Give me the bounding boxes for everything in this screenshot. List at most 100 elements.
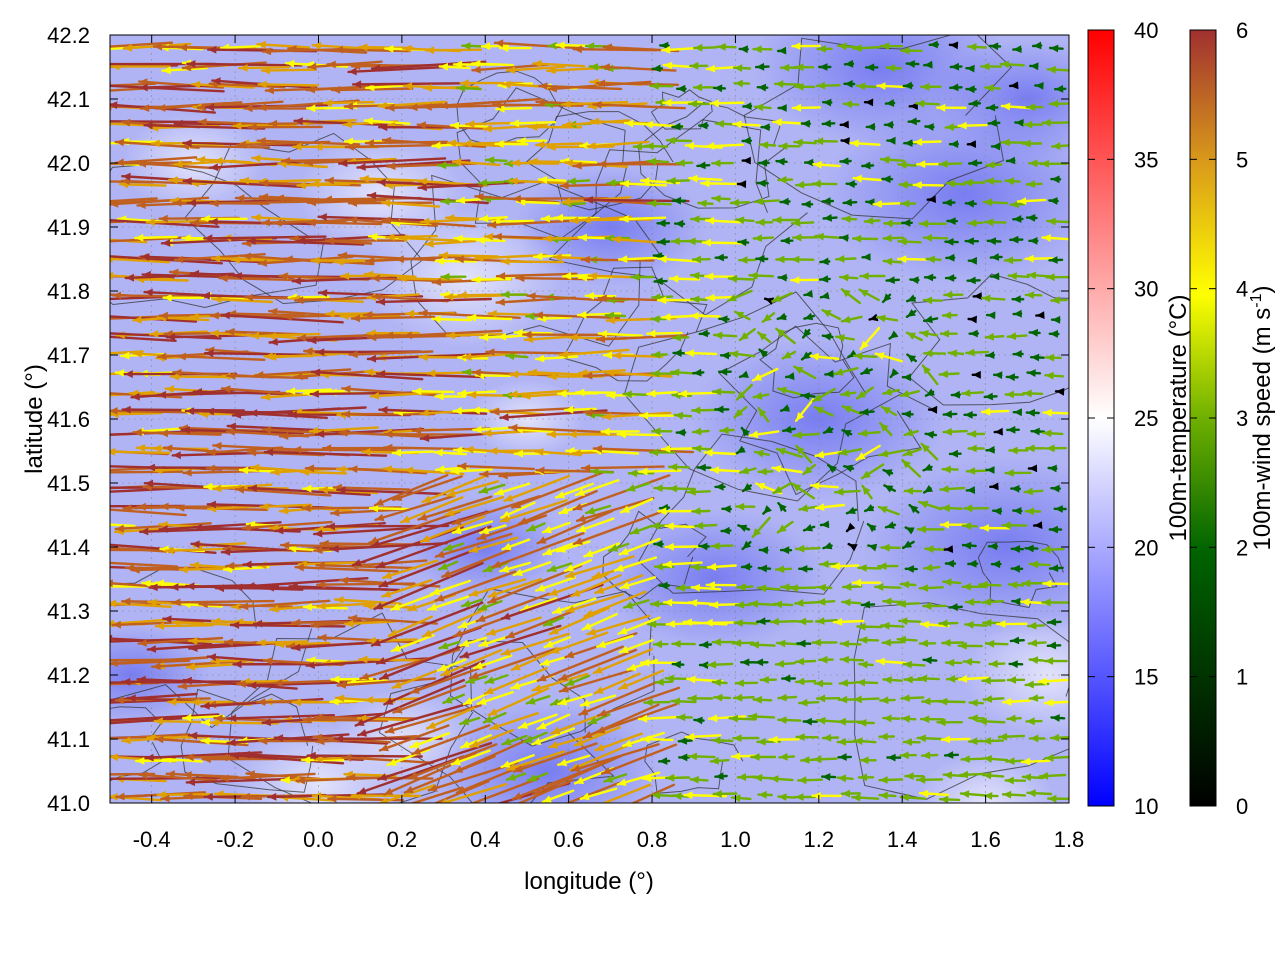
wind-vector	[703, 448, 737, 457]
wind-vector	[982, 618, 1001, 627]
wind-vector	[882, 597, 903, 606]
wind-vector	[904, 772, 925, 781]
wind-vector	[263, 448, 388, 457]
wind-vector	[478, 214, 508, 223]
wind-vector	[684, 142, 723, 150]
wind-vector	[501, 538, 531, 551]
wind-vector	[939, 329, 958, 338]
wind-vector	[843, 464, 855, 473]
wind-vector	[822, 542, 833, 550]
wind-vector	[509, 119, 557, 128]
wind-vector	[689, 61, 709, 70]
wind-vector	[958, 770, 985, 779]
wind-vector	[491, 532, 585, 569]
wind-vector	[841, 598, 862, 607]
wind-vector	[888, 330, 899, 340]
wind-vector	[967, 43, 987, 51]
wind-vector	[671, 640, 696, 648]
wind-vector	[777, 104, 787, 112]
wind-vector	[798, 504, 818, 513]
wind-vector	[753, 103, 772, 112]
wind-vector	[592, 100, 687, 110]
wind-vector	[1043, 753, 1069, 762]
wind-vector	[604, 311, 627, 320]
wind-vector	[768, 735, 800, 744]
wind-vector	[287, 45, 368, 54]
wind-vector	[356, 159, 471, 171]
wind-vector	[186, 60, 303, 68]
wind-vector	[886, 753, 902, 762]
wind-vector	[516, 137, 548, 145]
wind-vector	[1012, 309, 1023, 318]
wind-vector	[665, 136, 693, 145]
wind-vector	[883, 219, 903, 228]
wind-vector	[366, 191, 489, 205]
wind-vector	[656, 219, 671, 228]
wind-vector	[907, 117, 921, 126]
wind-vector	[677, 389, 721, 398]
wind-vector	[114, 156, 198, 167]
wind-vector	[229, 751, 345, 765]
wind-vector	[748, 271, 774, 280]
wind-vector	[758, 141, 777, 149]
wind-vector	[190, 80, 255, 89]
wind-vector	[601, 743, 678, 775]
wind-vector	[906, 353, 917, 363]
wind-vector	[1022, 389, 1044, 398]
wind-vector	[774, 80, 801, 88]
wind-vector	[947, 349, 965, 358]
wind-vector	[220, 311, 344, 324]
wind-vector	[944, 658, 963, 667]
wind-vector	[939, 485, 966, 493]
wind-vector	[938, 160, 963, 168]
wind-vector	[245, 770, 322, 781]
wind-vector	[788, 584, 817, 592]
wind-vector	[899, 793, 926, 802]
wind-vector	[662, 560, 703, 569]
wind-vector	[528, 123, 583, 131]
wind-vector	[618, 639, 654, 654]
wind-vector	[1046, 217, 1069, 226]
wind-vector	[772, 216, 801, 224]
wind-vector	[796, 639, 812, 648]
wind-vector	[375, 370, 485, 379]
wind-vector	[968, 329, 980, 338]
wind-vector	[922, 656, 938, 665]
wind-vector	[905, 309, 917, 318]
wind-vector	[851, 578, 882, 587]
wind-vector	[247, 406, 367, 417]
wind-vector	[1048, 99, 1069, 108]
wind-vector	[646, 157, 670, 166]
y-tick-label: 41.8	[47, 279, 90, 304]
wind-vector	[110, 350, 144, 355]
wind-vector	[110, 715, 200, 725]
wind-vector	[749, 640, 776, 649]
wind-vector	[377, 741, 493, 781]
wind-vector	[772, 600, 794, 609]
wind-vector	[532, 754, 623, 796]
wind-vector	[900, 694, 925, 702]
wind-vector	[110, 561, 179, 568]
wind-vector	[982, 198, 1009, 207]
wind-vector	[968, 159, 983, 167]
wind-vector	[1025, 717, 1043, 726]
wind-vector	[937, 697, 966, 706]
wind-vector	[742, 102, 753, 110]
wind-vector	[386, 162, 478, 171]
colorbar-tick-label: 2	[1236, 535, 1248, 560]
wind-vector	[418, 309, 521, 319]
wind-vector	[672, 349, 687, 357]
colorbar-tick-label: 15	[1134, 665, 1158, 690]
wind-vector	[110, 255, 224, 265]
wind-vector	[368, 504, 414, 513]
wind-vector	[580, 464, 665, 472]
wind-vector	[212, 441, 309, 452]
wind-vector	[595, 334, 688, 344]
wind-vector	[843, 80, 856, 88]
wind-vector	[156, 790, 212, 799]
wind-vector	[735, 383, 753, 401]
wind-vector	[482, 711, 507, 724]
wind-vector	[755, 255, 769, 263]
wind-vector	[946, 217, 958, 225]
x-tick-label: -0.2	[216, 827, 254, 852]
